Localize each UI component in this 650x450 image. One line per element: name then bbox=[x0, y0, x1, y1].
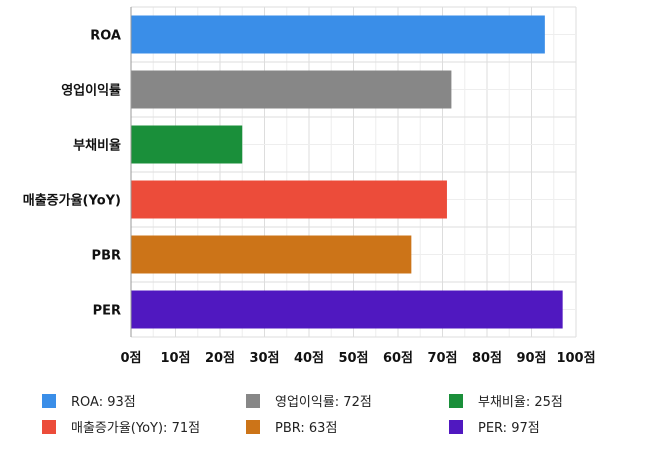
legend-swatch bbox=[449, 394, 463, 408]
tick-label: 80점 bbox=[472, 351, 502, 366]
legend-swatch bbox=[42, 394, 56, 408]
category-label: 매출증가율(YoY) bbox=[23, 193, 121, 209]
tick-label: 70점 bbox=[427, 351, 457, 366]
legend-label: ROA: 93점 bbox=[71, 395, 136, 410]
bar bbox=[131, 290, 563, 329]
category-label: ROA bbox=[90, 29, 121, 44]
legend-label: PBR: 63점 bbox=[275, 421, 337, 436]
legend-label: 매출증가율(YoY): 71점 bbox=[71, 421, 200, 436]
category-label: 부채비율 bbox=[73, 138, 121, 154]
bar bbox=[131, 235, 412, 274]
bar bbox=[131, 15, 545, 54]
tick-label: 30점 bbox=[249, 351, 279, 366]
bar-series bbox=[131, 15, 563, 329]
legend-swatch bbox=[246, 420, 260, 434]
tick-label: 60점 bbox=[383, 351, 413, 366]
legend-label: 부채비율: 25점 bbox=[478, 395, 563, 410]
tick-label: 0점 bbox=[120, 351, 141, 366]
grid-lines bbox=[130, 6, 577, 338]
legend-swatch bbox=[449, 420, 463, 434]
tick-label: 50점 bbox=[338, 351, 368, 366]
tick-label: 100점 bbox=[556, 351, 595, 366]
bar bbox=[131, 70, 452, 109]
category-label: PBR bbox=[92, 249, 121, 264]
category-label: PER bbox=[93, 304, 121, 319]
tick-label: 10점 bbox=[160, 351, 190, 366]
bar bbox=[131, 125, 243, 164]
tick-label: 90점 bbox=[516, 351, 546, 366]
tick-label: 40점 bbox=[294, 351, 324, 366]
legend-label: PER: 97점 bbox=[478, 421, 540, 436]
tick-label: 20점 bbox=[205, 351, 235, 366]
legend-label: 영업이익률: 72점 bbox=[275, 395, 372, 410]
value-axis-tick-labels: 0점 10점 20점 30점 40점 50점 60점 70점 80점 90점 100점 bbox=[120, 351, 595, 366]
legend-swatch bbox=[42, 420, 56, 434]
category-label: 영업이익률 bbox=[61, 83, 121, 99]
legend-swatch bbox=[246, 394, 260, 408]
bar bbox=[131, 180, 447, 219]
